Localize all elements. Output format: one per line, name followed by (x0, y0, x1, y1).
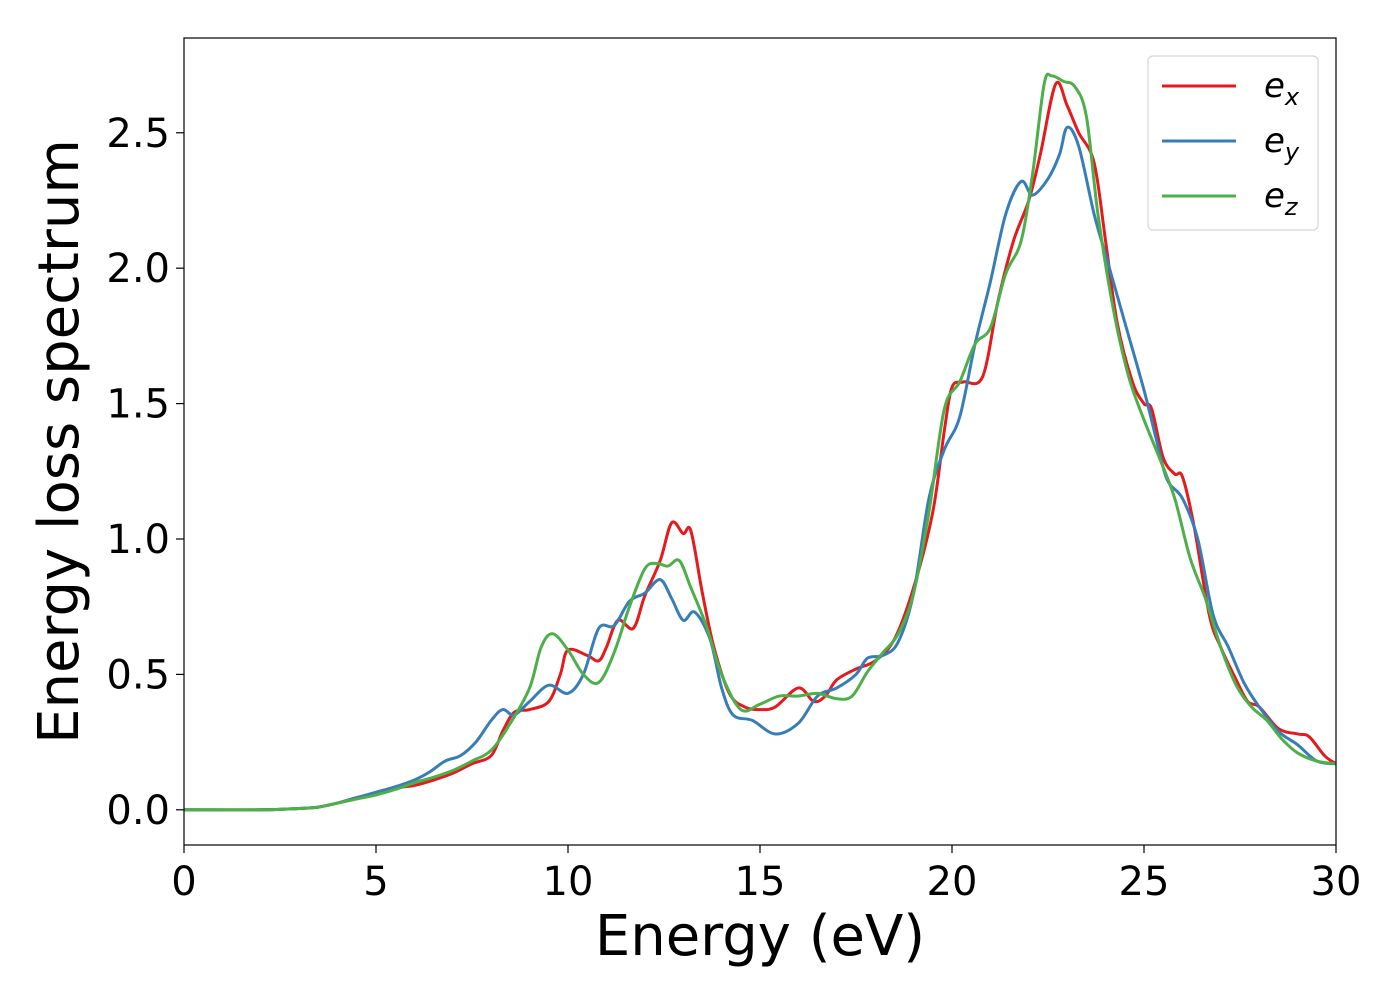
legend: ex ey ez (1147, 55, 1319, 231)
x-axis-ticks: 0 5 10 15 20 25 30 (171, 845, 1361, 905)
series-lines (184, 72, 1336, 812)
y-tick-label: 1.5 (106, 382, 170, 428)
y-tick-label: 0.0 (106, 788, 170, 834)
legend-label-y: ey (1264, 121, 1300, 166)
x-tick-label: 10 (543, 859, 594, 905)
y-tick-label: 2.5 (106, 111, 170, 157)
y-tick-label: 2.0 (106, 246, 170, 292)
series-line-z (184, 72, 1336, 812)
legend-box (1147, 55, 1319, 231)
y-tick-label: 0.5 (106, 652, 170, 698)
y-axis-ticks: 0.0 0.5 1.0 1.5 2.0 2.5 (106, 111, 184, 834)
x-tick-label: 30 (1311, 859, 1362, 905)
legend-label-x: ex (1264, 66, 1300, 111)
x-tick-label: 5 (363, 859, 388, 905)
y-tick-label: 1.0 (106, 517, 170, 563)
x-tick-label: 25 (1119, 859, 1170, 905)
legend-label-z: ez (1264, 176, 1299, 221)
x-axis-label: Energy (eV) (595, 904, 925, 969)
y-axis-label: Energy loss spectrum (27, 139, 92, 744)
x-tick-label: 15 (735, 859, 786, 905)
x-tick-label: 20 (927, 859, 978, 905)
series-line-y (184, 125, 1336, 812)
x-tick-label: 0 (171, 859, 196, 905)
